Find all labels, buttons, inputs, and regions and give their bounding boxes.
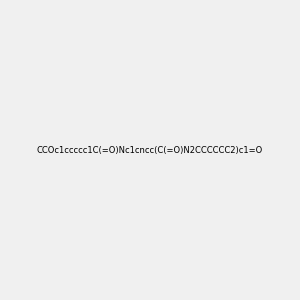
Text: CCOc1ccccc1C(=O)Nc1cncc(C(=O)N2CCCCCC2)c1=O: CCOc1ccccc1C(=O)Nc1cncc(C(=O)N2CCCCCC2)c…	[37, 146, 263, 154]
